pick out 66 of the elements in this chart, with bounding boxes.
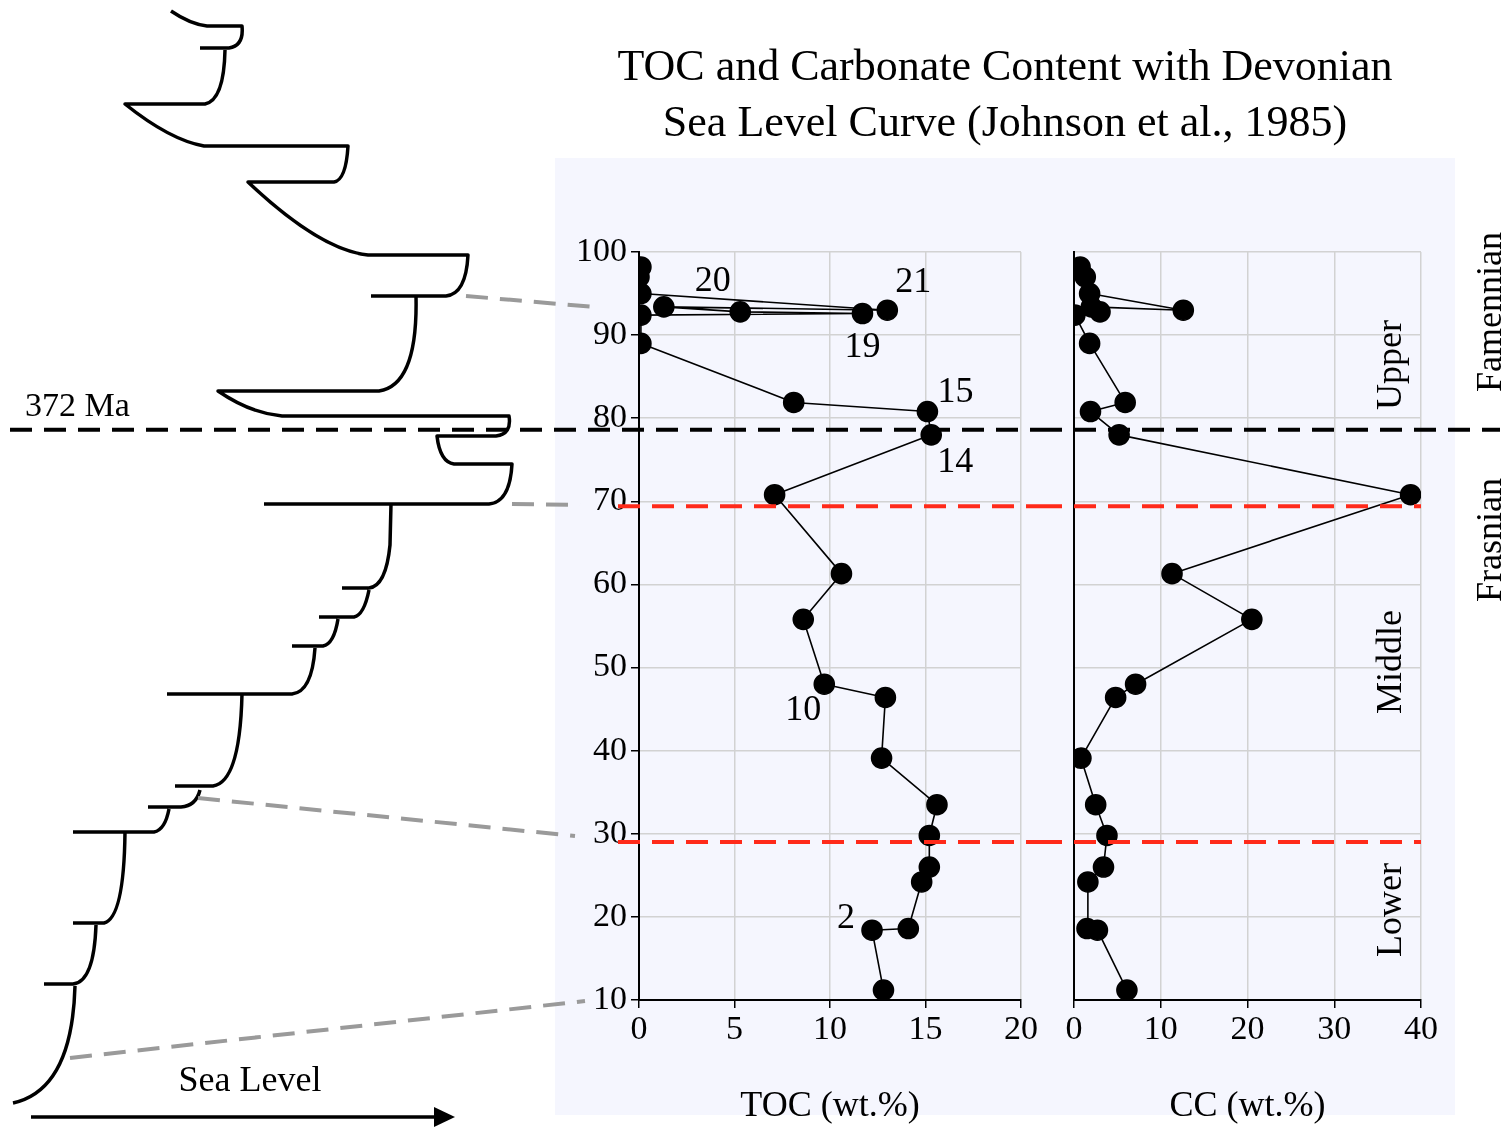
annotation: 14 (937, 440, 974, 481)
chart-title: TOC and Carbonate Content with Devonian Sea Level Curve (Johnson et al., 1985) (616, 40, 1394, 148)
y-tick-label: 90 (593, 314, 627, 352)
point (870, 747, 893, 769)
point (1161, 562, 1183, 585)
annotation: 10 (785, 687, 822, 728)
x-axis-title: TOC (wt.%) (740, 1083, 920, 1124)
point (813, 673, 836, 695)
x-tick-label: 0 (1065, 1009, 1083, 1047)
x-tick-label: 10 (1143, 1009, 1178, 1047)
point (1084, 793, 1107, 816)
point (830, 562, 853, 585)
point (1078, 332, 1101, 355)
point (861, 919, 883, 941)
y-tick-label: 70 (593, 480, 627, 518)
annotation: Lower (1369, 863, 1410, 957)
point (1172, 299, 1195, 321)
point (1104, 686, 1127, 709)
x-tick-label: 0 (630, 1009, 648, 1047)
y-tick-label: 20 (593, 895, 627, 933)
point (1092, 856, 1115, 878)
x-tick-label: 20 (1004, 1009, 1038, 1047)
x-tick-label: 15 (908, 1009, 943, 1047)
point (872, 979, 895, 1000)
text: Sea Level (178, 1059, 322, 1100)
point (1116, 979, 1138, 1000)
y-tick-label: 30 (593, 812, 627, 850)
point (1124, 673, 1147, 695)
x-tick-label: 20 (1230, 1009, 1265, 1047)
annotation: 19 (844, 324, 881, 365)
point (1114, 391, 1136, 414)
annotation: 20 (694, 259, 731, 300)
point (1078, 282, 1101, 305)
y-tick-label: 40 (593, 729, 627, 767)
y-tick-label: 50 (593, 646, 627, 684)
point (792, 608, 815, 631)
point (1096, 824, 1118, 847)
point (876, 299, 899, 321)
y-tick-label: 60 (593, 563, 627, 601)
y-tick-label: 80 (593, 397, 627, 435)
point (874, 686, 897, 709)
ref-line-label: 372 Ma (25, 385, 130, 423)
point (897, 917, 920, 940)
point (782, 391, 805, 414)
x-tick-label: 5 (726, 1009, 743, 1047)
annotation: 15 (937, 370, 974, 411)
y-tick-label: 100 (576, 230, 627, 268)
text: Frasnian (1469, 478, 1510, 602)
annotation: 21 (895, 259, 932, 300)
annotation: Upper (1369, 320, 1410, 410)
point (926, 793, 948, 816)
point (851, 302, 874, 325)
x-axis-title: CC (wt.%) (1169, 1083, 1326, 1124)
point (918, 856, 941, 878)
annotation: 2 (837, 895, 856, 936)
point (1077, 871, 1099, 893)
x-tick-label: 10 (813, 1009, 847, 1047)
point (1399, 483, 1421, 506)
point (1241, 608, 1263, 631)
x-tick-label: 30 (1317, 1009, 1352, 1047)
point (916, 400, 939, 423)
point (1079, 400, 1102, 423)
y-tick-label: 10 (593, 978, 627, 1016)
x-tick-label: 40 (1404, 1009, 1438, 1047)
annotation: Middle (1369, 610, 1410, 714)
text: Famennian (1469, 232, 1510, 392)
